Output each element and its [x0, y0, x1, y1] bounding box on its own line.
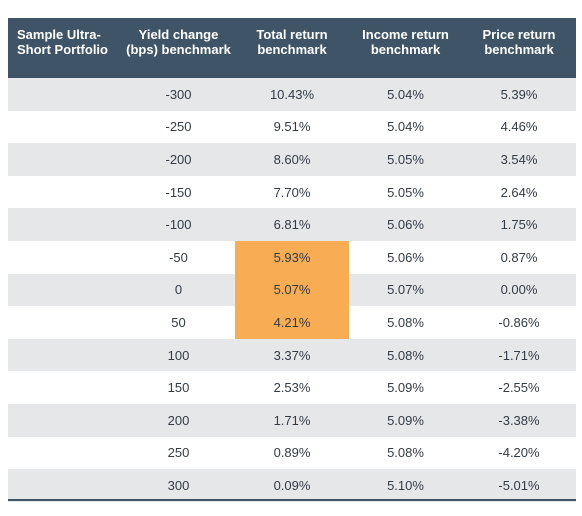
cell-income-return: 5.09% [349, 371, 462, 404]
cell-price-return: 3.54% [462, 143, 576, 176]
cell-total-return: 0.09% [235, 469, 349, 502]
yield-scenario-table: Sample Ultra-Short Portfolio Yield chang… [8, 18, 576, 502]
cell-price-return: 4.46% [462, 110, 576, 144]
cell-total-return: 3.37% [235, 338, 349, 372]
cell-total-return: 5.07% [235, 273, 349, 307]
header-portfolio: Sample Ultra-Short Portfolio [8, 18, 122, 78]
cell-portfolio [8, 403, 122, 437]
cell-income-return: 5.04% [349, 78, 462, 111]
cell-yield-change: -200 [122, 143, 235, 176]
cell-price-return: 5.39% [462, 78, 576, 111]
table-row: 300 0.09% 5.10% -5.01% [8, 469, 576, 502]
cell-income-return: 5.04% [349, 110, 462, 144]
header-price-return: Price return benchmark [462, 18, 576, 78]
header-yield-change: Yield change (bps) benchmark [122, 18, 235, 78]
cell-yield-change: 100 [122, 338, 235, 372]
cell-price-return: -1.71% [462, 338, 576, 372]
cell-income-return: 5.05% [349, 143, 462, 176]
cell-yield-change: -100 [122, 208, 235, 241]
table-row: -150 7.70% 5.05% 2.64% [8, 175, 576, 209]
header-total-return: Total return benchmark [235, 18, 349, 78]
cell-price-return: 2.64% [462, 175, 576, 209]
table-row: -200 8.60% 5.05% 3.54% [8, 143, 576, 176]
cell-portfolio [8, 208, 122, 241]
header-row: Sample Ultra-Short Portfolio Yield chang… [8, 18, 576, 78]
cell-income-return: 5.08% [349, 338, 462, 372]
cell-price-return: -5.01% [462, 469, 576, 502]
cell-income-return: 5.08% [349, 306, 462, 339]
cell-income-return: 5.09% [349, 403, 462, 437]
cell-yield-change: -150 [122, 175, 235, 209]
table-row: -250 9.51% 5.04% 4.46% [8, 110, 576, 144]
cell-income-return: 5.07% [349, 273, 462, 307]
cell-portfolio [8, 371, 122, 404]
table-row: 100 3.37% 5.08% -1.71% [8, 338, 576, 372]
cell-income-return: 5.06% [349, 240, 462, 274]
table-body: -300 10.43% 5.04% 5.39% -250 9.51% 5.04% 4.46% -… [8, 78, 576, 502]
cell-total-return: 4.21% [235, 306, 349, 339]
cell-income-return: 5.08% [349, 436, 462, 470]
cell-yield-change: -250 [122, 110, 235, 144]
cell-total-return: 8.60% [235, 143, 349, 176]
cell-total-return: 7.70% [235, 175, 349, 209]
scenario-table-container: Sample Ultra-Short Portfolio Yield chang… [8, 18, 576, 502]
cell-income-return: 5.10% [349, 469, 462, 502]
cell-yield-change: 300 [122, 469, 235, 502]
cell-price-return: 0.00% [462, 273, 576, 307]
cell-price-return: -2.55% [462, 371, 576, 404]
cell-portfolio [8, 175, 122, 209]
table-row: 200 1.71% 5.09% -3.38% [8, 403, 576, 437]
table-row: -300 10.43% 5.04% 5.39% [8, 78, 576, 111]
cell-portfolio [8, 273, 122, 307]
cell-yield-change: -300 [122, 78, 235, 111]
cell-yield-change: -50 [122, 240, 235, 274]
cell-total-return: 6.81% [235, 208, 349, 241]
table-row: -100 6.81% 5.06% 1.75% [8, 208, 576, 241]
cell-portfolio [8, 469, 122, 502]
cell-portfolio [8, 306, 122, 339]
table-row: 250 0.89% 5.08% -4.20% [8, 436, 576, 470]
cell-total-return: 2.53% [235, 371, 349, 404]
table-header: Sample Ultra-Short Portfolio Yield chang… [8, 18, 576, 78]
cell-total-return: 5.93% [235, 240, 349, 274]
cell-total-return: 0.89% [235, 436, 349, 470]
cell-total-return: 1.71% [235, 403, 349, 437]
cell-portfolio [8, 240, 122, 274]
cell-income-return: 5.05% [349, 175, 462, 209]
table-row: 50 4.21% 5.08% -0.86% [8, 306, 576, 339]
cell-portfolio [8, 78, 122, 111]
cell-yield-change: 50 [122, 306, 235, 339]
cell-price-return: 1.75% [462, 208, 576, 241]
cell-yield-change: 150 [122, 371, 235, 404]
cell-income-return: 5.06% [349, 208, 462, 241]
table-row: -50 5.93% 5.06% 0.87% [8, 240, 576, 274]
cell-total-return: 10.43% [235, 78, 349, 111]
table-row: 0 5.07% 5.07% 0.00% [8, 273, 576, 307]
cell-yield-change: 250 [122, 436, 235, 470]
cell-price-return: 0.87% [462, 240, 576, 274]
cell-price-return: -3.38% [462, 403, 576, 437]
cell-yield-change: 200 [122, 403, 235, 437]
cell-portfolio [8, 436, 122, 470]
table-bottom-rule [8, 499, 576, 501]
header-income-return: Income return benchmark [349, 18, 462, 78]
cell-yield-change: 0 [122, 273, 235, 307]
cell-price-return: -0.86% [462, 306, 576, 339]
cell-total-return: 9.51% [235, 110, 349, 144]
cell-price-return: -4.20% [462, 436, 576, 470]
table-row: 150 2.53% 5.09% -2.55% [8, 371, 576, 404]
cell-portfolio [8, 143, 122, 176]
cell-portfolio [8, 110, 122, 144]
cell-portfolio [8, 338, 122, 372]
